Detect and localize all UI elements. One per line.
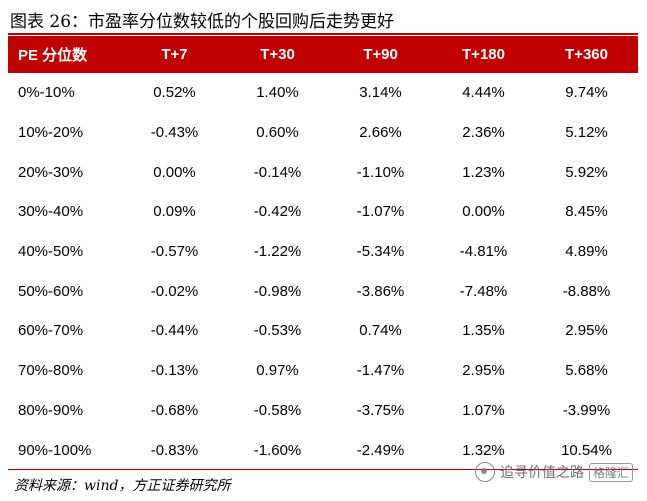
- table-cell: -1.07%: [356, 203, 405, 221]
- table-cell: -7.48%: [459, 282, 508, 300]
- table-row: 30%-40% 0.09% -0.42% -1.07% 0.00% 8.45%: [8, 192, 638, 232]
- figure-title: 图表 26：市盈率分位数较低的个股回购后走势更好: [10, 12, 395, 32]
- table-cell: 5.92%: [565, 163, 608, 181]
- bottom-rule: [8, 469, 638, 470]
- table-cell: 1.23%: [462, 163, 505, 181]
- table-cell: -2.49%: [356, 441, 405, 459]
- table-cell: -1.10%: [356, 163, 405, 181]
- table-cell: 4.44%: [462, 84, 505, 102]
- source-note: 资料来源：wind，方正证券研究所: [14, 478, 231, 494]
- table-cell: -1.22%: [253, 243, 302, 261]
- table-row: 40%-50% -0.57% -1.22% -5.34% -4.81% 4.89%: [8, 232, 638, 272]
- table-cell: -8.88%: [562, 282, 611, 300]
- header-t7: T+7: [123, 36, 226, 73]
- table-cell: -0.44%: [150, 322, 199, 340]
- table-cell: -3.86%: [356, 282, 405, 300]
- table-cell: 1.40%: [256, 84, 299, 102]
- table-cell: -0.53%: [253, 322, 302, 340]
- row-label: 40%-50%: [18, 243, 84, 261]
- header-t180: T+180: [432, 36, 535, 73]
- row-label: 10%-20%: [18, 124, 84, 142]
- table-cell: -5.34%: [356, 243, 405, 261]
- table-cell: 1.07%: [462, 401, 505, 419]
- table-cell: 2.36%: [462, 124, 505, 142]
- header-t90: T+90: [329, 36, 432, 73]
- table-cell: -0.13%: [150, 362, 199, 380]
- title-rule: [8, 33, 638, 35]
- table-cell: 0.97%: [256, 362, 299, 380]
- table-cell: -0.57%: [150, 243, 199, 261]
- table-cell: 1.32%: [462, 441, 505, 459]
- header-pe-percentile: PE 分位数: [8, 36, 123, 73]
- table-cell: -1.47%: [356, 362, 405, 380]
- table-cell: 2.95%: [565, 322, 608, 340]
- table-cell: 3.14%: [359, 84, 402, 102]
- pe-percentile-table: PE 分位数 T+7 T+30 T+90 T+180 T+360 0%-10% 0…: [8, 36, 638, 470]
- watermark: 追寻价值之路 格隆汇: [474, 462, 633, 482]
- table-cell: 9.74%: [565, 84, 608, 102]
- watermark-brand: 格隆汇: [588, 462, 633, 482]
- table-row: 70%-80% -0.13% 0.97% -1.47% 2.95% 5.68%: [8, 351, 638, 391]
- table-cell: 10.54%: [561, 441, 612, 459]
- row-label: 30%-40%: [18, 203, 84, 221]
- table-cell: 0.00%: [462, 203, 505, 221]
- row-label: 0%-10%: [18, 84, 75, 102]
- table-cell: 0.52%: [153, 84, 196, 102]
- table-cell: -0.43%: [150, 124, 199, 142]
- table-cell: 2.95%: [462, 362, 505, 380]
- watermark-text: 追寻价值之路: [499, 465, 584, 481]
- table-cell: 5.12%: [565, 124, 608, 142]
- table-cell: 0.74%: [359, 322, 402, 340]
- table-cell: -0.14%: [253, 163, 302, 181]
- table-row: 0%-10% 0.52% 1.40% 3.14% 4.44% 9.74%: [8, 73, 638, 113]
- table-cell: -1.60%: [253, 441, 302, 459]
- table-cell: -3.75%: [356, 401, 405, 419]
- row-label: 70%-80%: [18, 362, 84, 380]
- table-cell: -0.58%: [253, 401, 302, 419]
- table-cell: -4.81%: [459, 243, 508, 261]
- table-cell: 2.66%: [359, 124, 402, 142]
- table-cell: -0.83%: [150, 441, 199, 459]
- row-label: 50%-60%: [18, 282, 84, 300]
- table-row: 90%-100% -0.83% -1.60% -2.49% 1.32% 10.54%: [8, 430, 638, 470]
- table-cell: -3.99%: [562, 401, 611, 419]
- table-row: 80%-90% -0.68% -0.58% -3.75% 1.07% -3.99%: [8, 391, 638, 431]
- header-t360: T+360: [535, 36, 638, 73]
- table-cell: -0.68%: [150, 401, 199, 419]
- table-row: 20%-30% 0.00% -0.14% -1.10% 1.23% 5.92%: [8, 152, 638, 192]
- row-label: 80%-90%: [18, 401, 84, 419]
- table-cell: -0.42%: [253, 203, 302, 221]
- table-row: 50%-60% -0.02% -0.98% -3.86% -7.48% -8.88%: [8, 271, 638, 311]
- table-cell: 0.00%: [153, 163, 196, 181]
- table-cell: -0.02%: [150, 282, 199, 300]
- table-cell: 4.89%: [565, 243, 608, 261]
- table-body: 0%-10% 0.52% 1.40% 3.14% 4.44% 9.74% 10%-20% -0…: [8, 73, 638, 470]
- table-header-row: PE 分位数 T+7 T+30 T+90 T+180 T+360: [8, 36, 638, 73]
- row-label: 20%-30%: [18, 163, 84, 181]
- header-t30: T+30: [226, 36, 329, 73]
- table-row: 60%-70% -0.44% -0.53% 0.74% 1.35% 2.95%: [8, 311, 638, 351]
- table-cell: 8.45%: [565, 203, 608, 221]
- table-cell: 1.35%: [462, 322, 505, 340]
- table-row: 10%-20% -0.43% 0.60% 2.66% 2.36% 5.12%: [8, 113, 638, 153]
- row-label: 60%-70%: [18, 322, 84, 340]
- wechat-icon: [474, 462, 495, 482]
- row-label: 90%-100%: [18, 441, 92, 459]
- table-cell: 0.60%: [256, 124, 299, 142]
- table-cell: 0.09%: [153, 203, 196, 221]
- table-cell: 5.68%: [565, 362, 608, 380]
- table-cell: -0.98%: [253, 282, 302, 300]
